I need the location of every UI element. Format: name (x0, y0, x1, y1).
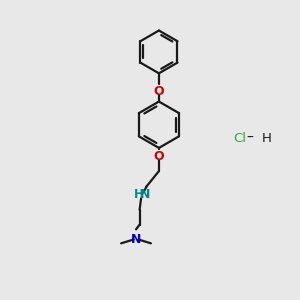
Text: N: N (140, 188, 150, 201)
Text: H: H (134, 188, 144, 201)
Text: –: – (246, 131, 253, 145)
Text: O: O (154, 150, 164, 163)
Text: H: H (262, 132, 271, 145)
Text: N: N (131, 233, 141, 246)
Text: Cl: Cl (233, 132, 246, 145)
Text: O: O (154, 85, 164, 98)
